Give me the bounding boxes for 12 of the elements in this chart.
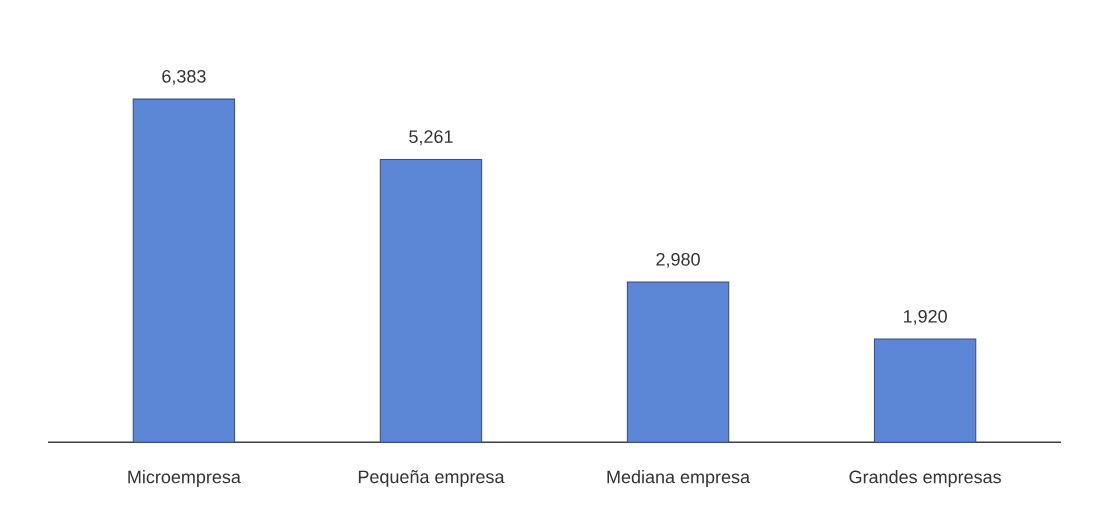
bar <box>626 281 730 443</box>
x-tick-label: Grandes empresas <box>849 470 1001 487</box>
x-tick-label: Pequeña empresa <box>358 470 505 487</box>
bar <box>379 158 483 443</box>
data-label: 1,920 <box>903 309 947 325</box>
x-tick-label: Mediana empresa <box>607 470 751 487</box>
data-label: 2,980 <box>656 252 700 268</box>
bar <box>873 338 977 443</box>
bar <box>132 98 236 443</box>
x-tick-label: Microempresa <box>128 470 241 487</box>
data-label: 5,261 <box>409 130 453 146</box>
data-label: 6,383 <box>162 69 206 85</box>
